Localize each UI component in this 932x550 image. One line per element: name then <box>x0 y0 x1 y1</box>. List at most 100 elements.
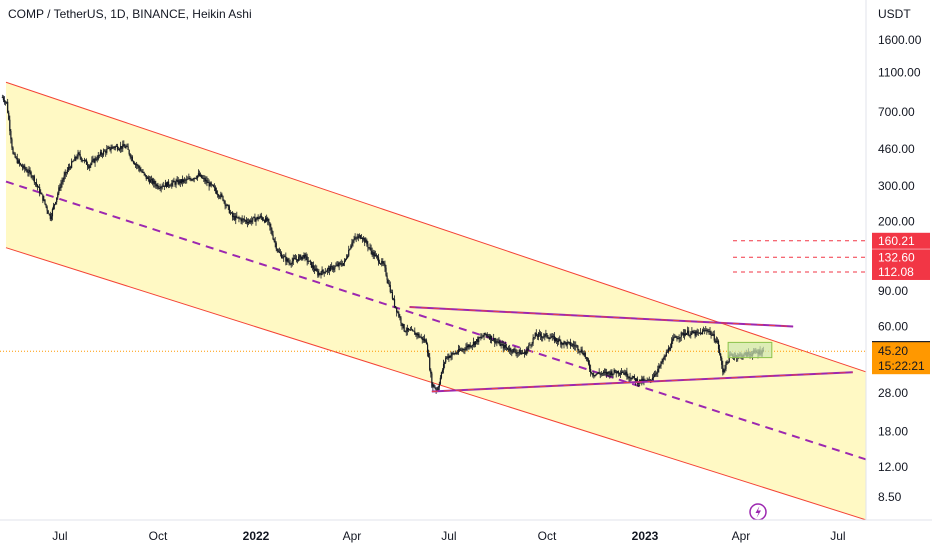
candle <box>113 146 115 151</box>
candle <box>106 144 108 155</box>
candle <box>148 175 151 185</box>
candle <box>546 332 548 339</box>
candle <box>60 179 62 192</box>
candle <box>404 330 406 333</box>
candle <box>413 330 415 332</box>
candle <box>544 333 546 341</box>
candle <box>175 178 177 189</box>
candle <box>140 166 142 172</box>
channel-mid-line[interactable] <box>5 180 870 461</box>
candle <box>641 375 643 386</box>
candle <box>213 183 216 192</box>
candle <box>14 152 16 159</box>
candle <box>421 336 423 344</box>
candle <box>584 351 586 360</box>
candle <box>620 368 623 376</box>
candle <box>343 258 346 267</box>
candle <box>564 341 566 345</box>
candle <box>20 164 23 167</box>
x-tick-label: Apr <box>732 529 751 543</box>
candle <box>15 155 17 160</box>
candle <box>79 150 81 160</box>
candle <box>698 332 700 334</box>
candle <box>625 370 627 377</box>
time-axis[interactable]: Jul Oct 2022 Apr Jul Oct 2023 Apr Jul <box>0 519 932 543</box>
candle <box>278 247 281 254</box>
candle <box>267 216 269 226</box>
candle <box>318 269 320 278</box>
channel-lower-line[interactable] <box>5 247 870 521</box>
candle <box>220 191 222 200</box>
candle <box>7 98 9 114</box>
candle <box>582 350 584 356</box>
candle <box>13 151 15 155</box>
candle <box>530 344 532 349</box>
candle <box>694 330 696 339</box>
candle <box>539 331 542 341</box>
candle <box>560 339 562 348</box>
candle <box>500 341 502 349</box>
candle <box>251 216 253 226</box>
candle <box>300 254 302 261</box>
candle <box>617 370 619 377</box>
candle <box>132 160 135 165</box>
candle <box>469 342 471 349</box>
candle <box>240 217 242 225</box>
consolidation-box[interactable] <box>727 341 773 359</box>
candle <box>208 179 210 191</box>
candle <box>554 336 557 343</box>
candle <box>168 179 170 189</box>
y-tick-label: 300.00 <box>878 179 915 193</box>
candle <box>425 338 428 345</box>
candle <box>303 252 305 260</box>
plot-area[interactable] <box>0 81 870 521</box>
candle <box>339 261 341 266</box>
candle <box>294 254 297 260</box>
candle <box>349 248 351 251</box>
y-tick-label: 28.00 <box>878 386 908 400</box>
candle <box>481 333 483 339</box>
candle <box>671 337 673 348</box>
channel-upper-line[interactable] <box>5 81 870 373</box>
candle <box>11 137 13 151</box>
candle <box>191 178 193 181</box>
candle <box>136 161 138 170</box>
candle <box>455 351 457 355</box>
candle <box>629 372 631 383</box>
candle <box>244 219 246 224</box>
candle <box>121 145 123 153</box>
candle <box>677 336 679 340</box>
candle <box>201 174 203 179</box>
candle <box>624 369 626 376</box>
candle <box>521 349 524 355</box>
triangle-resistance-overlay <box>409 306 794 327</box>
candle <box>63 171 65 183</box>
candle <box>374 250 376 257</box>
candle <box>488 333 490 341</box>
candle <box>266 214 268 223</box>
candle <box>108 145 110 149</box>
candle <box>250 218 252 225</box>
candle <box>399 314 401 321</box>
candle <box>579 351 581 356</box>
candle <box>129 153 131 160</box>
candle <box>442 359 445 374</box>
candle <box>102 148 105 157</box>
candle <box>527 346 529 354</box>
candle <box>460 347 462 352</box>
candle <box>602 370 605 376</box>
price-axis[interactable]: 1600.00 1100.00 700.00 460.00 300.00 200.00 90… <box>865 0 930 520</box>
candle <box>484 332 486 336</box>
candle <box>547 335 549 339</box>
candle <box>80 156 82 163</box>
candle <box>69 165 72 170</box>
candle <box>376 255 379 261</box>
candle <box>311 262 314 271</box>
countdown-label: 15:22:21 <box>878 359 925 373</box>
lightning-icon[interactable] <box>749 503 767 520</box>
candle <box>223 199 225 204</box>
target-badge <box>872 249 930 266</box>
candle <box>722 360 724 376</box>
candle <box>395 305 397 309</box>
candle <box>523 349 526 358</box>
